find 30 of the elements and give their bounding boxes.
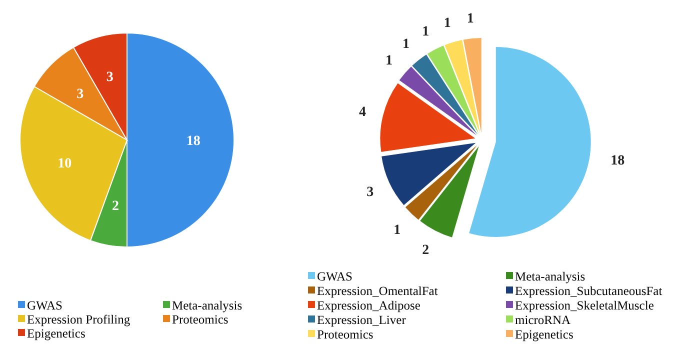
data-label: 3 — [76, 86, 84, 102]
data-label: 4 — [358, 104, 366, 120]
legend-label: GWAS — [27, 298, 62, 312]
legend-label: Expression_SubcutaneousFat — [515, 284, 663, 298]
data-label: 1 — [394, 222, 401, 238]
data-label: 2 — [422, 243, 430, 258]
legend-label: Epigenetics — [27, 326, 86, 340]
data-label: 18 — [186, 134, 200, 149]
data-label: 1 — [466, 11, 474, 26]
legend-label: Expression_Liver — [317, 312, 407, 327]
legend-label: microRNA — [515, 312, 571, 327]
data-label: 18 — [610, 153, 625, 168]
data-label: 2 — [112, 199, 119, 214]
data-label: 1 — [386, 53, 393, 68]
legend-label: Expression Profiling — [27, 312, 131, 326]
data-label: 10 — [58, 156, 72, 172]
legend-label: Expression_Adipose — [317, 298, 421, 312]
data-label: 3 — [106, 70, 114, 85]
data-label: 1 — [444, 16, 451, 31]
legend-label: Proteomics — [317, 327, 374, 342]
data-label: 1 — [422, 24, 430, 40]
legend-label: Epigenetics — [515, 327, 574, 342]
data-label: 1 — [402, 37, 410, 52]
data-label: 3 — [366, 184, 374, 200]
legend-label: Expression_OmentalFat — [317, 284, 438, 298]
legend-label: Meta-analysis — [172, 298, 242, 312]
legend-label: GWAS — [317, 269, 352, 284]
legend-label: Expression_SkeletalMuscle — [515, 298, 654, 312]
legend-label: Proteomics — [172, 312, 228, 326]
legend-label: Meta-analysis — [515, 269, 586, 284]
